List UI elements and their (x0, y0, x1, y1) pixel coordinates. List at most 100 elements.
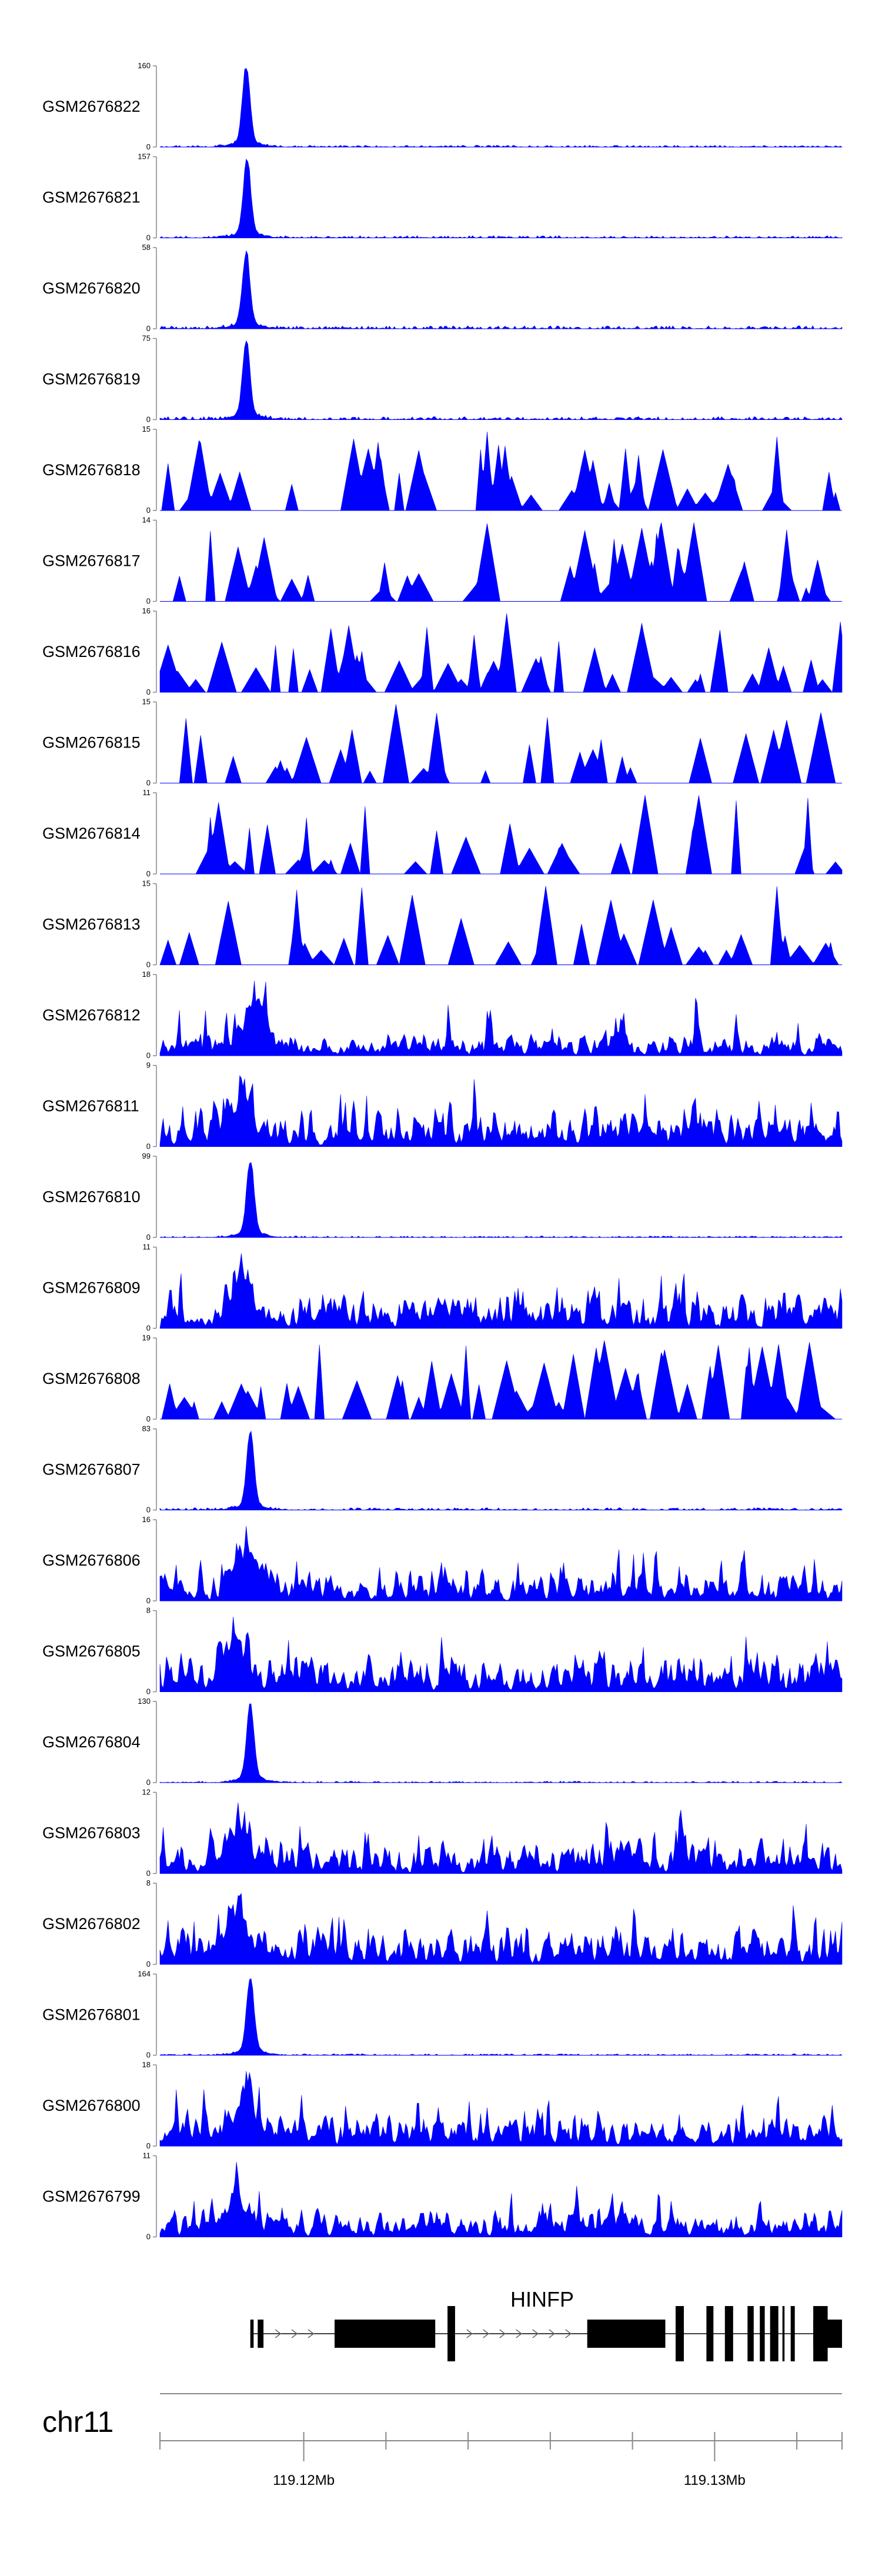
track-label: GSM2676806 (42, 1551, 141, 1569)
strand-arrow (516, 2329, 522, 2338)
chromosome-label: chr11 (42, 2405, 113, 2438)
signal-area (159, 1162, 843, 1238)
track-ymin: 0 (146, 960, 151, 969)
signal-track: GSM2676804 130 0 (42, 1697, 843, 1787)
signal-track: GSM2676813 15 0 (42, 879, 842, 969)
track-ymin: 0 (146, 1414, 151, 1423)
signal-area (159, 250, 843, 329)
signal-area (160, 795, 843, 875)
track-label: GSM2676809 (42, 1279, 141, 1297)
signal-track: GSM2676822 160 0 (42, 61, 843, 151)
strand-arrow (483, 2329, 489, 2338)
track-ymin: 0 (146, 1051, 151, 1060)
track-ymin: 0 (146, 597, 151, 606)
signal-track: GSM2676810 99 0 (42, 1152, 843, 1242)
gene-exon (335, 2320, 436, 2348)
track-ymax: 16 (142, 606, 151, 615)
track-label: GSM2676800 (42, 2097, 141, 2114)
signal-area (160, 522, 842, 602)
track-label: GSM2676801 (42, 2006, 141, 2024)
signal-track: GSM2676805 8 0 (42, 1606, 843, 1696)
axis-tick-label: 119.13Mb (684, 2472, 746, 2488)
track-label: GSM2676814 (42, 825, 141, 842)
track-label: GSM2676805 (42, 1643, 141, 1660)
track-label: GSM2676822 (42, 98, 141, 115)
signal-area (160, 704, 842, 783)
track-label: GSM2676804 (42, 1733, 141, 1751)
track-label: GSM2676818 (42, 461, 141, 479)
signal-area (159, 886, 842, 966)
track-ymin: 0 (146, 2051, 151, 2060)
signal-track: GSM2676821 157 0 (42, 152, 843, 242)
signal-tracks: GSM26768221600GSM26768211570GSM267682058… (42, 61, 843, 2241)
track-ymax: 58 (142, 243, 151, 252)
track-ymin: 0 (146, 688, 151, 696)
track-label: GSM2676819 (42, 371, 141, 388)
signal-track: GSM2676814 11 0 (42, 788, 843, 878)
track-ymin: 0 (146, 779, 151, 788)
signal-track: GSM2676820 58 0 (42, 243, 843, 333)
track-ymin: 0 (146, 1960, 151, 1968)
signal-track: GSM2676799 11 0 (42, 2151, 843, 2241)
strand-arrow (499, 2329, 506, 2338)
track-ymax: 15 (142, 879, 151, 888)
signal-area (159, 1253, 843, 1329)
track-ymin: 0 (146, 1506, 151, 1514)
signal-track: GSM2676819 75 0 (42, 334, 843, 424)
signal-area (159, 158, 843, 239)
track-ymax: 19 (142, 1333, 151, 1342)
strand-arrow (532, 2329, 539, 2338)
track-label: GSM2676821 (42, 189, 141, 206)
track-label: GSM2676807 (42, 1461, 141, 1479)
gene-exon (258, 2320, 264, 2348)
track-ymax: 15 (142, 425, 151, 433)
track-label: GSM2676811 (42, 1097, 139, 1115)
signal-track: GSM2676807 83 0 (42, 1424, 843, 1514)
track-label: GSM2676813 (42, 916, 141, 933)
track-label: GSM2676817 (42, 552, 141, 570)
track-ymin: 0 (146, 1778, 151, 1787)
strand-arrow (565, 2329, 572, 2338)
gene-exon (706, 2306, 714, 2361)
gene-exon (587, 2320, 666, 2348)
signal-track: GSM2676802 8 0 (42, 1878, 843, 1968)
track-ymax: 8 (146, 1606, 151, 1615)
signal-area (159, 1893, 843, 1965)
signal-track: GSM2676801 164 0 (42, 1970, 843, 2060)
track-ymin: 0 (146, 1687, 151, 1696)
gene-exon (760, 2306, 765, 2361)
track-label: GSM2676803 (42, 1824, 141, 1842)
strand-arrow (308, 2329, 315, 2338)
gene-exon (813, 2306, 828, 2361)
gene-exon (724, 2306, 733, 2361)
signal-area (159, 340, 843, 421)
track-ymax: 18 (142, 970, 151, 979)
signal-track: GSM2676817 14 0 (42, 516, 842, 606)
gene-exon (250, 2320, 254, 2348)
signal-track: GSM2676806 16 0 (42, 1515, 843, 1605)
signal-area (160, 431, 842, 511)
track-ymax: 99 (142, 1152, 151, 1160)
track-ymin: 0 (146, 2233, 151, 2241)
track-ymin: 0 (146, 324, 151, 333)
track-ymin: 0 (146, 233, 151, 242)
track-ymax: 11 (143, 1243, 151, 1252)
track-ymin: 0 (146, 1233, 151, 1242)
track-label: GSM2676816 (42, 643, 141, 660)
track-ymax: 11 (143, 2151, 151, 2160)
signal-area (159, 1617, 843, 1692)
signal-track: GSM2676800 18 0 (42, 2060, 843, 2150)
signal-area (159, 1526, 843, 1601)
track-label: GSM2676799 (42, 2188, 141, 2205)
track-ymax: 157 (138, 152, 151, 161)
gene-exon (447, 2306, 455, 2361)
signal-track: GSM2676811 9 0 (42, 1061, 843, 1151)
track-ymax: 160 (138, 61, 151, 70)
strand-arrow (466, 2329, 473, 2338)
axis-tick-label: 119.12Mb (273, 2472, 335, 2488)
signal-track: GSM2676808 19 0 (42, 1333, 842, 1423)
signal-area (159, 613, 843, 693)
track-label: GSM2676812 (42, 1006, 141, 1024)
signal-track: GSM2676809 11 0 (42, 1243, 843, 1333)
